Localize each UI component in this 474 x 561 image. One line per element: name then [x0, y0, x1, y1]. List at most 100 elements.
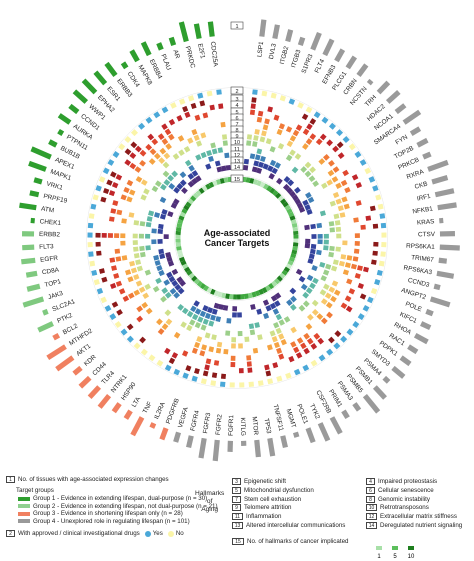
gene-label: CHEK1 [39, 218, 61, 227]
hallmark-cell-ring7 [252, 347, 259, 354]
hallmark-cell-ring10 [273, 321, 280, 329]
cancer-hallmark-cell [292, 245, 298, 251]
drug-no-cell [270, 92, 277, 99]
drug-no-cell [297, 102, 304, 109]
hallmark-cell-ring5 [315, 138, 323, 146]
hallmark-cell-ring9 [178, 149, 185, 157]
hallmark-cell-ring10 [322, 269, 330, 276]
hallmark-cell-ring12 [306, 274, 314, 282]
hallmark-cell-ring4 [247, 367, 253, 373]
hallmark-cell-ring7 [126, 196, 133, 203]
hallmark-cell-ring6 [134, 166, 142, 173]
drug-yes-cell [95, 185, 102, 192]
drug-yes-cell [368, 176, 376, 183]
hallmark-cell-ring4 [272, 362, 279, 369]
tissue-count-bar [394, 103, 407, 115]
hallmark-cell-ring7 [333, 289, 341, 296]
hallmarks-title-line2: of [206, 498, 213, 505]
hallmark-cell-ring9 [144, 283, 151, 290]
hallmark-cell-ring13 [274, 300, 281, 307]
gene-label: AR [171, 49, 181, 60]
hallmark-cell-ring10 [252, 141, 258, 147]
hallmark-cell-ring11 [195, 154, 202, 161]
ring-number: 15 [234, 177, 240, 183]
hallmark-cell-ring14 [268, 172, 275, 180]
hallmark-cell-ring5 [249, 109, 256, 116]
cancer-hallmark-cell [290, 253, 297, 259]
drug-yes-cell [104, 305, 112, 312]
hallmark-cell-ring7 [280, 338, 287, 346]
target-group-1: Group 1 - Evidence in extending lifespan… [18, 495, 207, 502]
hallmark-cell-ring10 [285, 154, 293, 162]
hallmark-cell-ring9 [183, 145, 191, 153]
hallmark-cell-ring13 [158, 223, 164, 230]
hallmark-cell-ring8 [290, 326, 297, 334]
hallmark-cell-ring10 [302, 300, 310, 308]
hallmark-cell-ring14 [294, 198, 302, 205]
tissue-count-bar [30, 146, 52, 160]
hallmark-cell-ring11 [312, 277, 319, 285]
hallmark-cell-ring8 [196, 336, 203, 343]
hallmark-cell-ring5 [112, 200, 119, 206]
hallmark-cell-ring3 [185, 365, 192, 372]
hallmark-label: Epigenetic shift [244, 478, 286, 485]
drug-yes-cell [326, 348, 334, 356]
hallmark-cell-ring7 [318, 158, 326, 165]
hallmarks-of-aging-title: Hallmarks of Aging [195, 490, 224, 514]
tissue-count-bar [434, 188, 455, 198]
cancer-hallmark-cell [217, 291, 223, 298]
hallmark-cell-ring13 [174, 283, 182, 291]
hallmark-number: 4 [366, 478, 375, 485]
hallmark-cell-ring5 [278, 353, 285, 360]
hallmark-cell-ring13 [177, 287, 185, 295]
cancer-hallmark-cell [256, 180, 262, 187]
hallmark-cell-ring9 [329, 200, 336, 207]
hallmark-cell-ring13 [211, 308, 218, 315]
hallmark-cell-ring6 [139, 159, 146, 167]
hallmark-cell-ring4 [326, 139, 334, 147]
hallmark-cell-ring3 [110, 171, 117, 178]
hallmark-cell-ring13 [179, 179, 187, 187]
drug-no-cell [248, 381, 255, 388]
tissue-count-bar [173, 431, 182, 443]
drug-yes-cell [333, 342, 341, 350]
hallmark-cell-ring14 [232, 306, 238, 312]
hallmark-cell-ring7 [289, 135, 297, 142]
tissue-count-bar [78, 375, 92, 389]
hallmark-cell-ring13 [232, 312, 237, 318]
ring-number: 13 [234, 159, 240, 165]
gene-label: MTOR [250, 416, 259, 436]
scale-label-1: 1 [377, 554, 381, 560]
hallmark-cell-ring6 [340, 179, 348, 187]
tissue-count-bar [425, 308, 434, 317]
hallmark-cell-ring3 [139, 336, 146, 344]
hallmark-cell-ring12 [156, 265, 163, 272]
drug-no-cell [170, 102, 177, 109]
hallmark-cell-ring9 [135, 259, 142, 266]
hallmark-cell-ring7 [120, 240, 126, 246]
hallmark-cell-ring4 [365, 215, 372, 221]
gene-label: LTA [131, 395, 143, 408]
hallmark-cell-ring12 [226, 318, 232, 324]
drug-no-cell [114, 321, 122, 329]
hallmark-cell-ring3 [369, 205, 376, 212]
hallmark-cell-ring3 [182, 105, 189, 113]
drug-no-cell [178, 98, 186, 105]
hallmark-cell-ring7 [266, 344, 273, 351]
tissue-count-bar [81, 78, 98, 95]
cancer-hallmark-cell [269, 187, 276, 194]
hallmark-cell-ring8 [261, 130, 267, 137]
hallmark-number: 9 [232, 504, 241, 512]
gene-label: EGFR [40, 255, 59, 264]
hallmark-cell-ring8 [278, 333, 285, 340]
hallmark-cell-ring13 [187, 172, 195, 180]
hallmark-cell-ring6 [290, 341, 297, 348]
hallmark-cell-ring5 [182, 350, 189, 357]
hallmark-cell-ring5 [109, 257, 116, 263]
hallmark-cell-ring6 [161, 138, 169, 145]
cancer-hallmark-cell [190, 195, 197, 202]
hallmark-cell-ring4 [295, 352, 303, 359]
drug-no-cell [310, 359, 318, 367]
drug-yes-cell [197, 92, 204, 99]
cancer-hallmark-cell [276, 275, 283, 282]
